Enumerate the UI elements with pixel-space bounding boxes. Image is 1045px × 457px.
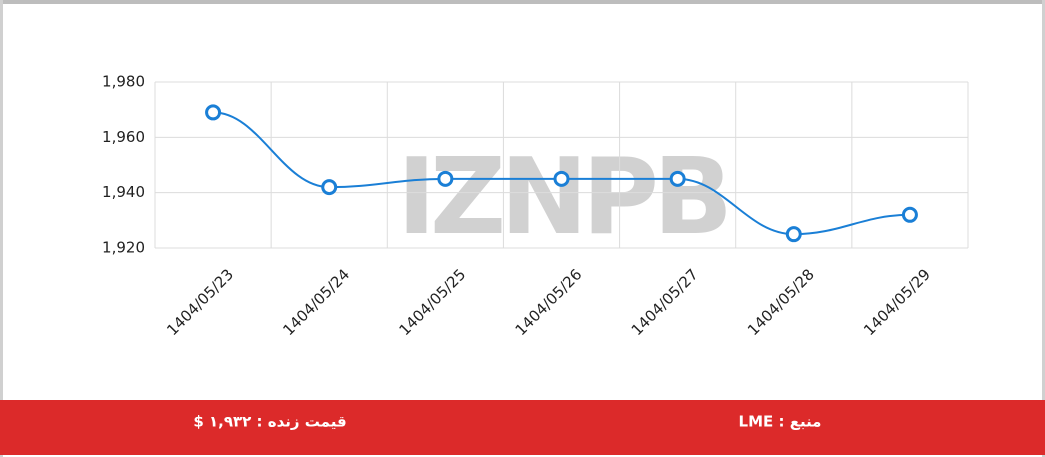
footer-source: منبع : LME (739, 413, 822, 431)
point (785, 226, 802, 243)
right-border (1042, 0, 1045, 457)
y-tick-label: 1,940 (102, 183, 145, 201)
x-tick-label: 1404/05/23 (163, 265, 237, 339)
left-border (0, 0, 3, 457)
point (553, 170, 570, 187)
y-tick-label: 1,960 (102, 128, 145, 146)
point (321, 179, 338, 196)
footer-live-price: قیمت زنده : ۱,۹۳۲ $ (193, 413, 346, 431)
y-tick-label: 1,980 (102, 73, 145, 91)
point (669, 170, 686, 187)
x-tick-label: 1404/05/28 (744, 265, 818, 339)
x-tick-label: 1404/05/29 (860, 265, 934, 339)
point (437, 170, 454, 187)
watermark: IZNPB (397, 136, 727, 258)
y-tick-label: 1,920 (102, 239, 145, 257)
point (205, 104, 222, 121)
x-tick-label: 1404/05/25 (395, 265, 469, 339)
top-border (0, 0, 1045, 4)
point (901, 206, 918, 223)
x-tick-label: 1404/05/27 (628, 265, 702, 339)
x-tick-label: 1404/05/24 (279, 265, 353, 339)
footer-bar (0, 400, 1045, 455)
x-tick-label: 1404/05/26 (512, 265, 586, 339)
